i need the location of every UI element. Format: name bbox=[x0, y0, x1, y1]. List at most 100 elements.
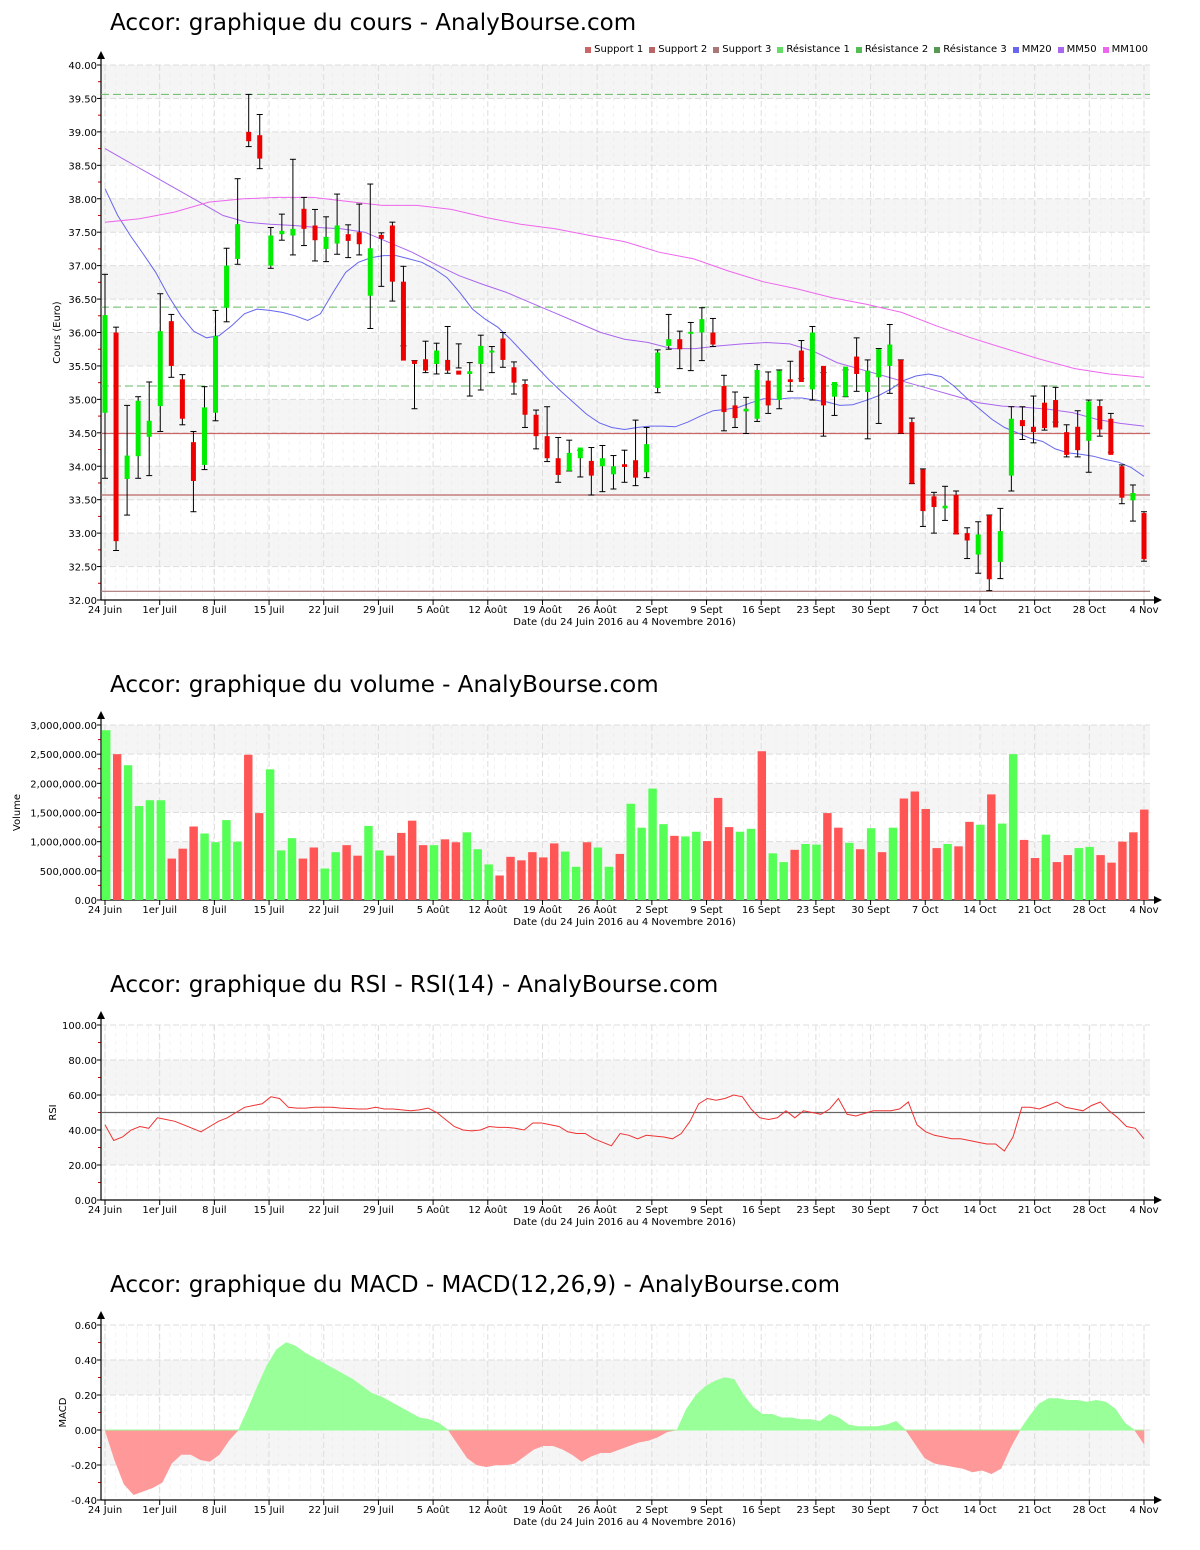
volume-bar bbox=[571, 866, 581, 900]
x-tick-label: 5 Août bbox=[417, 1504, 450, 1516]
x-axis-label: Date (du 24 Juin 2016 au 4 Novembre 2016… bbox=[513, 617, 736, 628]
y-tick-label: 1,500,000.00 bbox=[30, 809, 97, 820]
volume-bar bbox=[965, 821, 974, 900]
mm50-line bbox=[104, 148, 1145, 427]
volume-bar bbox=[1118, 841, 1127, 900]
x-tick-label: 15 Juil bbox=[254, 905, 285, 916]
legend-item-r-sistance-2: Résistance 2 bbox=[855, 44, 928, 55]
candle bbox=[1129, 484, 1136, 522]
volume-bar bbox=[790, 849, 799, 900]
candle bbox=[300, 196, 307, 247]
volume-bar bbox=[735, 831, 745, 900]
candle bbox=[522, 379, 529, 428]
y-tick-label: 38.50 bbox=[68, 161, 97, 172]
volume-bar bbox=[1019, 839, 1029, 900]
macd-area-segment bbox=[1086, 1399, 1097, 1431]
candle bbox=[765, 371, 772, 414]
x-tick-label: 15 Juil bbox=[254, 605, 285, 616]
macd-area-segment bbox=[333, 1368, 344, 1431]
volume-bar bbox=[779, 862, 788, 900]
y-tick-label: 32.00 bbox=[68, 596, 97, 607]
x-tick-label: 30 Sept bbox=[851, 1505, 890, 1516]
x-tick-label: 22 Juil bbox=[308, 1505, 339, 1516]
candle bbox=[577, 447, 584, 478]
candle bbox=[643, 426, 650, 479]
candle bbox=[312, 208, 319, 262]
candle bbox=[875, 348, 882, 424]
x-tick-label: 5 Août bbox=[417, 1204, 450, 1216]
volume-bar bbox=[1085, 846, 1094, 900]
x-tick-label: 5 Août bbox=[417, 604, 450, 616]
volume-bar bbox=[1008, 754, 1018, 900]
volume-bar bbox=[943, 844, 952, 900]
macd-area-segment bbox=[800, 1419, 811, 1431]
x-tick-label: 14 Oct bbox=[963, 1505, 996, 1516]
y-tick-label: 35.00 bbox=[68, 395, 97, 406]
candle bbox=[245, 93, 252, 148]
y-tick-label: 0.60 bbox=[75, 1321, 97, 1332]
macd-area-segment bbox=[161, 1429, 172, 1483]
macd-area-segment bbox=[600, 1429, 611, 1453]
macd-area-segment bbox=[400, 1406, 411, 1431]
x-tick-label: 4 Nov bbox=[1129, 1505, 1158, 1516]
x-tick-label: 9 Sept bbox=[690, 605, 722, 616]
macd-area-segment bbox=[238, 1408, 249, 1431]
y-tick-label: 37.50 bbox=[68, 228, 97, 239]
volume-bar bbox=[429, 845, 439, 900]
macd-area-segment bbox=[676, 1408, 687, 1431]
candle bbox=[533, 409, 540, 450]
candle bbox=[378, 232, 385, 287]
y-axis-label: RSI bbox=[48, 1104, 59, 1120]
macd-area-segment bbox=[991, 1429, 1002, 1475]
candle bbox=[1118, 464, 1125, 505]
candle bbox=[234, 178, 241, 265]
candle bbox=[809, 325, 816, 401]
y-tick-label: -0.40 bbox=[71, 1496, 97, 1507]
candle bbox=[356, 203, 363, 256]
candle bbox=[787, 360, 794, 392]
legend-item-support-1: Support 1 bbox=[585, 44, 643, 55]
volume-bar bbox=[145, 800, 155, 900]
y-tick-label: 3,000,000.00 bbox=[30, 721, 97, 732]
x-axis-arrow-icon bbox=[1154, 1496, 1162, 1504]
candle bbox=[488, 346, 495, 374]
legend-item-mm50: MM50 bbox=[1057, 44, 1097, 55]
x-tick-label: 19 Août bbox=[523, 1204, 562, 1216]
mm20-line bbox=[104, 188, 1145, 477]
macd-area-segment bbox=[857, 1426, 868, 1431]
y-axis-arrow-icon bbox=[97, 1311, 105, 1319]
volume-bar bbox=[1107, 862, 1116, 900]
volume-bar bbox=[539, 857, 548, 900]
candle bbox=[654, 349, 661, 394]
macd-area-segment bbox=[486, 1429, 497, 1468]
volume-bar bbox=[1096, 855, 1105, 900]
macd-area-segment bbox=[934, 1429, 945, 1466]
volume-bar bbox=[287, 838, 297, 900]
macd-area-segment bbox=[1105, 1401, 1116, 1431]
volume-bar bbox=[757, 751, 767, 900]
macd-area-segment bbox=[810, 1419, 821, 1431]
macd-area-segment bbox=[724, 1377, 735, 1431]
legend-swatch-icon bbox=[1012, 46, 1019, 53]
volume-bar bbox=[495, 875, 504, 900]
candle bbox=[566, 439, 573, 472]
macd-area-segment bbox=[1077, 1399, 1088, 1431]
volume-bar bbox=[451, 842, 461, 900]
y-tick-label: 36.50 bbox=[68, 295, 97, 306]
macd-area-segment bbox=[543, 1429, 554, 1446]
x-tick-label: 2 Sept bbox=[636, 1505, 668, 1516]
x-tick-label: 29 Juil bbox=[363, 1205, 394, 1216]
volume-bar bbox=[921, 809, 930, 900]
volume-bar bbox=[506, 856, 515, 900]
volume-bar bbox=[877, 852, 887, 900]
x-tick-label: 4 Nov bbox=[1129, 605, 1158, 616]
volume-bar bbox=[910, 791, 920, 900]
volume-bar bbox=[528, 852, 537, 900]
x-tick-label: 24 Juin bbox=[88, 605, 122, 616]
macd-area-segment bbox=[609, 1429, 620, 1454]
volume-bar bbox=[222, 820, 231, 900]
volume-bar bbox=[845, 842, 854, 900]
y-axis-arrow-icon bbox=[97, 1011, 105, 1019]
volume-bar bbox=[1041, 834, 1051, 900]
candle bbox=[953, 490, 960, 535]
